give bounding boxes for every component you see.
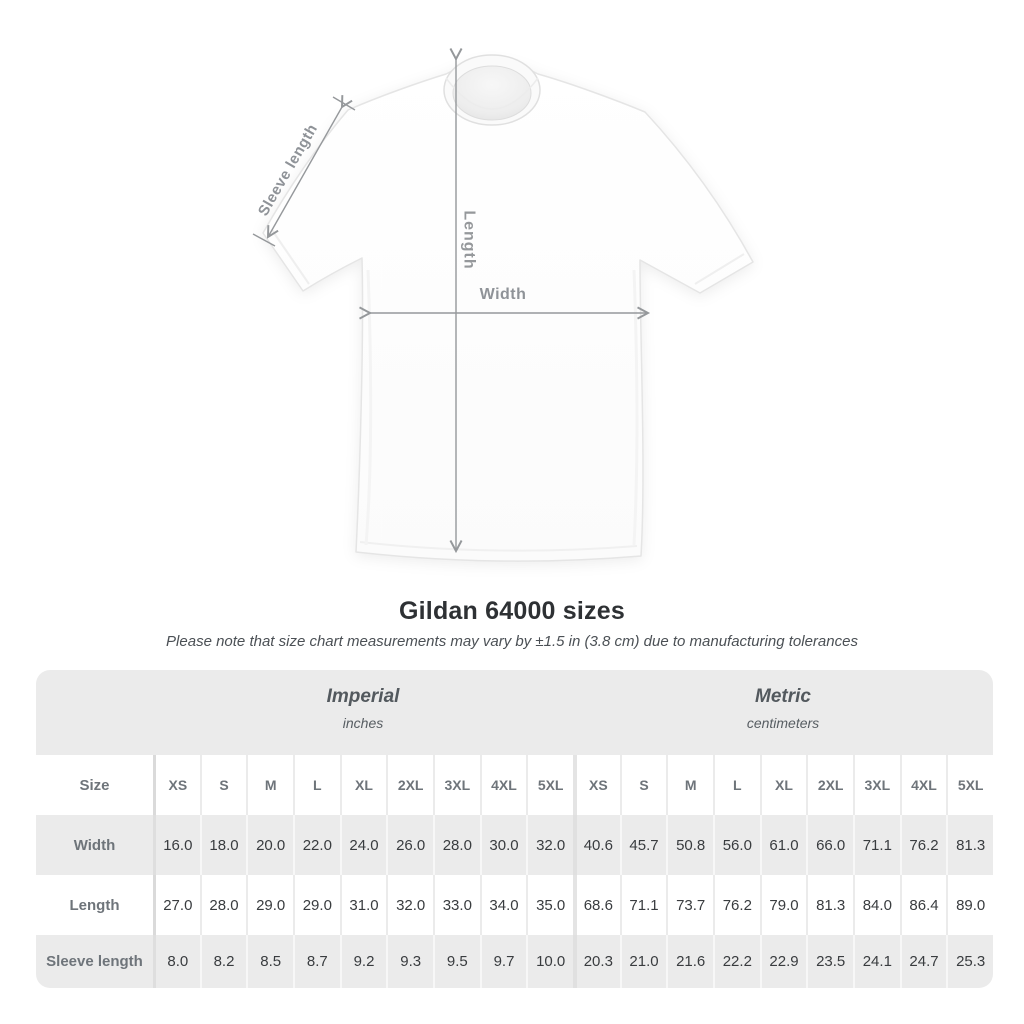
size-col-header: 5XL <box>946 755 993 815</box>
measurement-cell: 56.0 <box>713 815 760 875</box>
measurement-cell: 40.6 <box>573 815 620 875</box>
measurement-cell: 29.0 <box>246 875 293 935</box>
tshirt-measurement-figure: Length Width Sleeve length <box>252 48 754 562</box>
size-col-header: 4XL <box>479 755 527 815</box>
measurement-cell: 24.7 <box>899 935 947 988</box>
measurement-cell: 9.2 <box>339 935 387 988</box>
measurement-cell: 20.0 <box>246 815 293 875</box>
imperial-title: Imperial <box>326 686 400 707</box>
measurement-cell: 8.7 <box>293 935 340 988</box>
measurement-cell: 22.9 <box>759 935 807 988</box>
measurement-cell: 81.3 <box>806 875 853 935</box>
measurement-cell: 27.0 <box>153 875 200 935</box>
metric-section-header: Metric centimeters <box>573 670 993 755</box>
chart-header: Gildan 64000 sizes Please note that size… <box>0 597 1024 650</box>
measurement-cell: 21.6 <box>666 935 713 988</box>
tshirt-silhouette <box>262 60 754 562</box>
tshirt-collar <box>443 54 541 126</box>
imperial-unit: inches <box>342 715 384 731</box>
measurement-cell: 28.0 <box>199 875 247 935</box>
size-col-header: 5XL <box>526 755 573 815</box>
size-col-header: XL <box>759 755 807 815</box>
imperial-section-header: Imperial inches <box>153 670 573 755</box>
size-col-header: 3XL <box>433 755 480 815</box>
measurement-cell: 9.7 <box>479 935 527 988</box>
length-label: Length <box>461 210 478 269</box>
measurement-cell: 8.2 <box>199 935 247 988</box>
measurement-cell: 50.8 <box>666 815 713 875</box>
measurement-cell: 23.5 <box>806 935 853 988</box>
measurement-cell: 9.3 <box>386 935 433 988</box>
measurement-cell: 81.3 <box>946 815 993 875</box>
measurement-cell: 10.0 <box>526 935 573 988</box>
measurement-cell: 71.1 <box>619 875 667 935</box>
measurement-cell: 79.0 <box>759 875 807 935</box>
size-col-header: 2XL <box>386 755 433 815</box>
size-col-header: S <box>199 755 247 815</box>
measurement-cell: 21.0 <box>619 935 667 988</box>
measurement-cell: 76.2 <box>713 875 760 935</box>
size-col-header: L <box>713 755 760 815</box>
measurement-cell: 29.0 <box>293 875 340 935</box>
size-grid: Size XS S M L XL 2XL 3XL 4XL 5XL XS S M L XL 2XL 3XL 4XL 5… <box>36 755 993 988</box>
size-col-header: XL <box>339 755 387 815</box>
measurement-cell: 84.0 <box>853 875 900 935</box>
measurement-cell: 34.0 <box>479 875 527 935</box>
row-label-width: Width <box>73 836 116 854</box>
row-label-size: Size <box>36 755 153 815</box>
size-col-header: XS <box>153 755 200 815</box>
size-col-header: XS <box>573 755 620 815</box>
size-col-header: 4XL <box>899 755 947 815</box>
measurement-cell: 35.0 <box>526 875 573 935</box>
size-col-header: M <box>666 755 713 815</box>
tshirt-photo: Length Width Sleeve length <box>252 48 754 562</box>
measurement-cell: 22.2 <box>713 935 760 988</box>
measurement-cell: 20.3 <box>573 935 620 988</box>
tolerance-note: Please note that size chart measurements… <box>166 633 858 650</box>
row-label-length: Length <box>36 875 153 935</box>
measurement-cell: 25.3 <box>946 935 993 988</box>
measurement-cell: 30.0 <box>479 815 527 875</box>
measurement-cell: 18.0 <box>199 815 247 875</box>
measurement-cell: 33.0 <box>433 875 480 935</box>
measurement-cell: 76.2 <box>899 815 947 875</box>
measurement-cell: 86.4 <box>899 875 947 935</box>
band-spacer <box>36 670 153 755</box>
metric-unit: centimeters <box>746 715 820 731</box>
width-label: Width <box>480 286 527 303</box>
measurement-cell: 71.1 <box>853 815 900 875</box>
measurement-cell: 28.0 <box>433 815 480 875</box>
metric-title: Metric <box>755 686 811 707</box>
measurement-cell: 8.0 <box>153 935 200 988</box>
measurement-cell: 32.0 <box>526 815 573 875</box>
measurement-cell: 66.0 <box>806 815 853 875</box>
size-col-header: 2XL <box>806 755 853 815</box>
measurement-cell: 24.1 <box>853 935 900 988</box>
measurement-cell: 73.7 <box>666 875 713 935</box>
unit-section-band: Imperial inches Metric centimeters <box>36 670 993 755</box>
size-col-header: M <box>246 755 293 815</box>
size-col-header: L <box>293 755 340 815</box>
measurement-cell: 9.5 <box>433 935 480 988</box>
measurement-cell: 61.0 <box>759 815 807 875</box>
measurement-cell: 24.0 <box>339 815 387 875</box>
measurement-cell: 45.7 <box>619 815 667 875</box>
measurement-cell: 31.0 <box>339 875 387 935</box>
measurement-cell: 32.0 <box>386 875 433 935</box>
measurement-cell: 26.0 <box>386 815 433 875</box>
row-label-sleeve-length: Sleeve length <box>46 953 143 970</box>
page-title: Gildan 64000 sizes <box>399 597 625 625</box>
measurement-cell: 89.0 <box>946 875 993 935</box>
size-col-header: 3XL <box>853 755 900 815</box>
size-chart-table: Imperial inches Metric centimeters Size X… <box>36 670 993 988</box>
measurement-cell: 16.0 <box>153 815 200 875</box>
measurement-cell: 68.6 <box>573 875 620 935</box>
sleeve-dimension-arrow <box>252 95 356 247</box>
measurement-cell: 8.5 <box>246 935 293 988</box>
measurement-cell: 22.0 <box>293 815 340 875</box>
size-col-header: S <box>619 755 667 815</box>
